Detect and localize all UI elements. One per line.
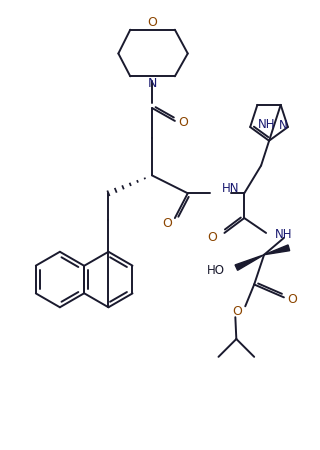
Text: O: O	[287, 293, 297, 306]
Text: NH: NH	[258, 117, 276, 130]
Text: HN: HN	[221, 182, 239, 195]
Text: O: O	[232, 305, 242, 318]
Text: NH: NH	[275, 229, 292, 241]
Text: N: N	[279, 118, 287, 131]
Text: O: O	[178, 117, 188, 130]
Text: O: O	[162, 216, 172, 230]
Polygon shape	[235, 255, 264, 270]
Text: O: O	[208, 231, 218, 244]
Polygon shape	[264, 245, 290, 255]
Text: O: O	[147, 16, 157, 29]
Text: HO: HO	[206, 264, 224, 277]
Text: N: N	[148, 77, 157, 90]
